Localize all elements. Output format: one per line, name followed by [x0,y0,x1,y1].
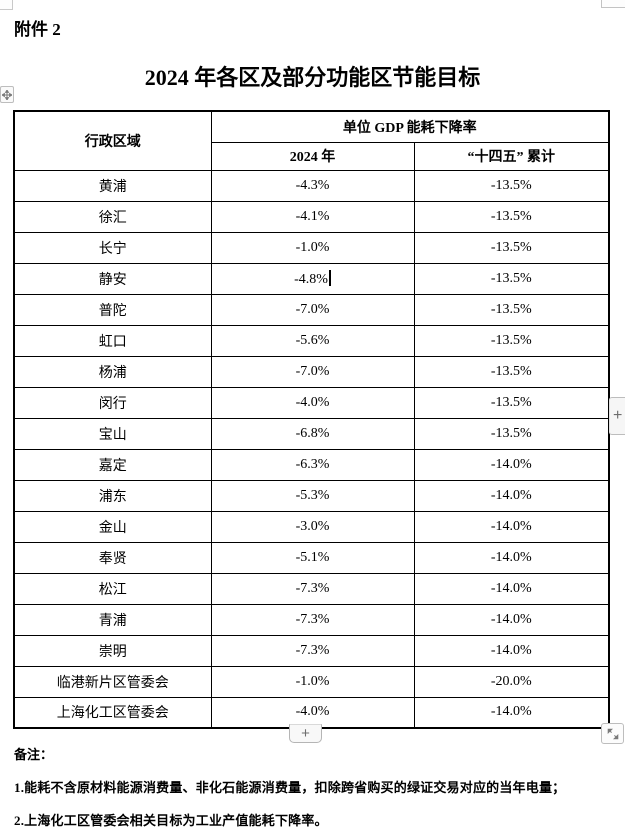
notes-section: 备注： 1.能耗不含原材料能源消费量、非化石能源消费量，扣除跨省购买的绿证交易对… [14,744,614,829]
header-cell-region[interactable]: 行政区域 [13,110,212,171]
table-row: 徐汇 -4.1% -13.5% [13,200,610,233]
table-move-handle[interactable] [0,86,14,103]
cell-2024[interactable]: -7.3% [210,603,415,636]
table-row: 上海化工区管委会 -4.0% -14.0% [13,696,610,729]
cell-cumulative[interactable]: -14.0% [413,696,610,729]
table-row: 虹口 -5.6% -13.5% [13,324,610,357]
cell-cumulative[interactable]: -14.0% [413,572,610,605]
cell-2024[interactable]: -1.0% [210,231,415,264]
cell-region[interactable]: 宝山 [13,417,212,450]
cell-2024[interactable]: -4.3% [210,169,415,202]
header-row-sub: 2024 年 “十四五” 累计 [14,141,610,171]
table-resize-handle[interactable] [601,723,624,744]
table-row: 杨浦 -7.0% -13.5% [13,355,610,388]
table-body: 黄浦 -4.3% -13.5% 徐汇 -4.1% -13.5% 长宁 -1.0% -13.5% 静… [13,169,610,729]
cell-region[interactable]: 徐汇 [13,200,212,233]
cell-cumulative[interactable]: -13.5% [413,169,610,202]
cell-region[interactable]: 奉贤 [13,541,212,574]
page-corner-mark-top-right [601,0,625,8]
cell-2024[interactable]: -4.8% [210,262,415,295]
cell-2024[interactable]: -7.0% [210,355,415,388]
plus-icon: + [301,725,310,742]
notes-label: 备注： [14,747,54,762]
cell-cumulative[interactable]: -14.0% [413,541,610,574]
table-row: 普陀 -7.0% -13.5% [13,293,610,326]
cell-2024[interactable]: -4.0% [210,696,415,729]
cell-2024[interactable]: -7.3% [210,572,415,605]
cell-region[interactable]: 嘉定 [13,448,212,481]
cell-cumulative[interactable]: -13.5% [413,231,610,264]
cell-cumulative[interactable]: -13.5% [413,324,610,357]
move-icon [2,89,12,100]
cell-2024[interactable]: -5.3% [210,479,415,512]
table-row: 临港新片区管委会 -1.0% -20.0% [13,665,610,698]
cell-cumulative[interactable]: -13.5% [413,417,610,450]
note-item-2: 2.上海化工区管委会相关目标为工业产值能耗下降率。 [14,813,328,828]
table-row: 嘉定 -6.3% -14.0% [13,448,610,481]
cell-region[interactable]: 长宁 [13,231,212,264]
header-cell-2024[interactable]: 2024 年 [210,141,415,171]
cell-cumulative[interactable]: -13.5% [413,293,610,326]
cell-cumulative[interactable]: -14.0% [413,603,610,636]
cell-2024[interactable]: -3.0% [210,510,415,543]
cell-2024[interactable]: -5.6% [210,324,415,357]
cell-region[interactable]: 杨浦 [13,355,212,388]
table-row: 浦东 -5.3% -14.0% [13,479,610,512]
cell-region[interactable]: 闵行 [13,386,212,419]
cell-region[interactable]: 普陀 [13,293,212,326]
cell-cumulative[interactable]: -14.0% [413,510,610,543]
cell-cumulative[interactable]: -20.0% [413,665,610,698]
resize-diagonal-icon [607,728,619,740]
cell-region[interactable]: 崇明 [13,634,212,667]
cell-cumulative[interactable]: -13.5% [413,200,610,233]
energy-targets-table: 行政区域 单位 GDP 能耗下降率 2024 年 “十四五” 累计 黄浦 -4.3… [13,110,610,729]
cell-cumulative[interactable]: -13.5% [413,355,610,388]
text-cursor [328,269,331,286]
cell-region[interactable]: 静安 [13,262,212,295]
cell-2024[interactable]: -1.0% [210,665,415,698]
table-row: 奉贤 -5.1% -14.0% [13,541,610,574]
cell-2024[interactable]: -4.0% [210,386,415,419]
add-row-button[interactable]: + [289,724,322,743]
table-row: 静安 -4.8% -13.5% [13,262,610,295]
cell-cumulative[interactable]: -14.0% [413,634,610,667]
cell-region[interactable]: 黄浦 [13,169,212,202]
cell-region[interactable]: 松江 [13,572,212,605]
cell-region[interactable]: 青浦 [13,603,212,636]
cell-2024[interactable]: -6.3% [210,448,415,481]
table-row: 金山 -3.0% -14.0% [13,510,610,543]
table-row: 闵行 -4.0% -13.5% [13,386,610,419]
attachment-label: 附件 2 [14,20,61,39]
table-row: 长宁 -1.0% -13.5% [13,231,610,264]
cell-cumulative[interactable]: -13.5% [413,262,610,295]
cell-2024[interactable]: -7.3% [210,634,415,667]
note-item-1: 1.能耗不含原材料能源消费量、非化石能源消费量，扣除跨省购买的绿证交易对应的当年… [14,780,566,795]
cell-region[interactable]: 金山 [13,510,212,543]
cell-region[interactable]: 浦东 [13,479,212,512]
cell-cumulative[interactable]: -14.0% [413,479,610,512]
cell-cumulative[interactable]: -13.5% [413,386,610,419]
header-row-group: 行政区域 单位 GDP 能耗下降率 [13,110,610,171]
table-row: 青浦 -7.3% -14.0% [13,603,610,636]
cell-region[interactable]: 临港新片区管委会 [13,665,212,698]
cell-cumulative[interactable]: -14.0% [413,448,610,481]
page-title: 2024 年各区及部分功能区节能目标 [144,65,481,90]
table-row: 崇明 -7.3% -14.0% [13,634,610,667]
table-row: 宝山 -6.8% -13.5% [13,417,610,450]
cell-region[interactable]: 虹口 [13,324,212,357]
table-row: 松江 -7.3% -14.0% [13,572,610,605]
header-cell-cumulative[interactable]: “十四五” 累计 [413,141,610,171]
header-cell-group[interactable]: 单位 GDP 能耗下降率 [210,110,610,143]
cell-2024[interactable]: -6.8% [210,417,415,450]
cell-2024[interactable]: -5.1% [210,541,415,574]
cell-2024[interactable]: -7.0% [210,293,415,326]
add-column-button[interactable]: + [609,397,625,435]
cell-region[interactable]: 上海化工区管委会 [13,696,212,729]
cell-2024[interactable]: -4.1% [210,200,415,233]
plus-icon: + [613,407,623,424]
table-row: 黄浦 -4.3% -13.5% [13,169,610,202]
page-corner-mark-top-left [0,0,13,10]
